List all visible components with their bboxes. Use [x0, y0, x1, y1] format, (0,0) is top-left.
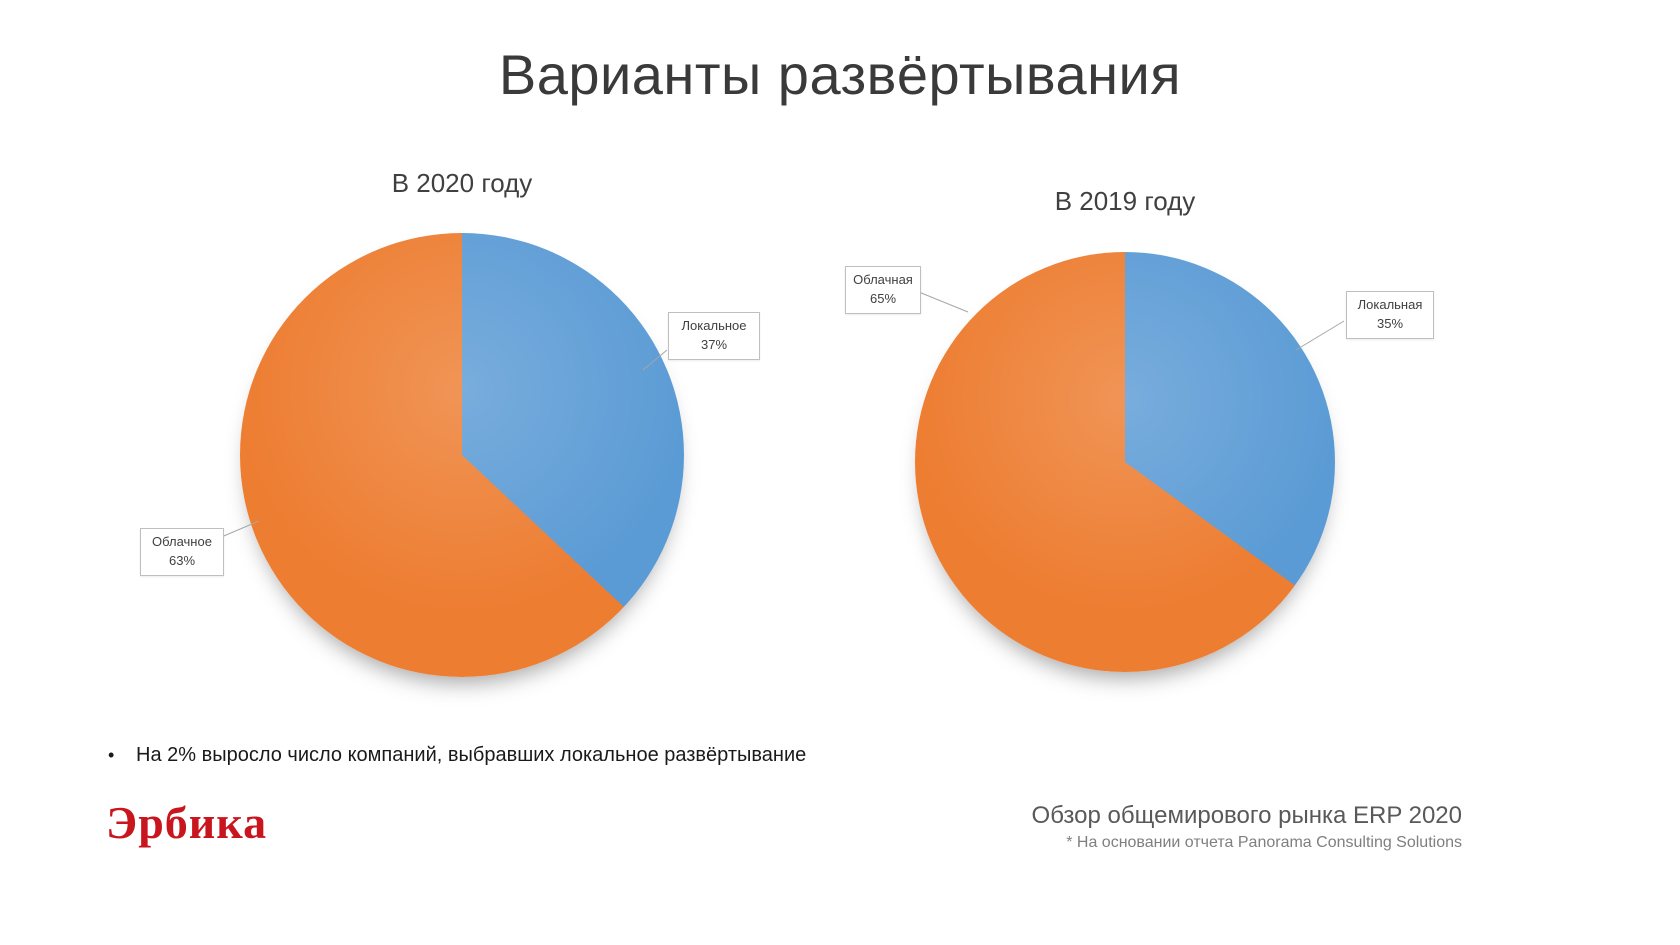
bullet-text: На 2% выросло число компаний, выбравших … — [136, 744, 807, 766]
callout-label: Облачное — [152, 534, 212, 549]
leader-line-2019-local — [1295, 320, 1345, 351]
bullet-point: • На 2% выросло число компаний, выбравших… — [108, 744, 806, 767]
slide-title: Варианты развёртывания — [498, 43, 1182, 106]
callout-value: 35% — [1376, 315, 1404, 331]
callout-label: Локальная — [1357, 297, 1423, 312]
footer-note: * На основании отчета Panorama Consultin… — [1066, 834, 1462, 851]
pie-chart-2020 — [240, 233, 684, 677]
footer-title: Обзор общемирового рынка ERP 2020 — [1031, 802, 1462, 829]
callout-label: Локальное — [681, 318, 747, 333]
callout-value: 63% — [168, 552, 196, 568]
callout-2019-cloud: Облачная 65% — [845, 266, 921, 314]
callout-label: Облачная — [853, 272, 913, 287]
footer: Обзор общемирового рынка ERP 2020 * На о… — [1032, 802, 1462, 852]
erbika-logo: Эрбика — [106, 797, 268, 848]
callout-value: 37% — [700, 336, 728, 352]
chart-title-2019: В 2019 году — [1054, 186, 1196, 216]
callout-2020-local: Локальное 37% — [668, 312, 760, 360]
bullet-marker: • — [108, 745, 115, 765]
callout-value: 65% — [869, 290, 897, 306]
pie-chart-2019 — [915, 252, 1335, 672]
chart-title-2020: В 2020 году — [391, 168, 533, 198]
callout-2019-local: Локальная 35% — [1346, 291, 1434, 339]
callout-2020-cloud: Облачное 63% — [140, 528, 224, 576]
